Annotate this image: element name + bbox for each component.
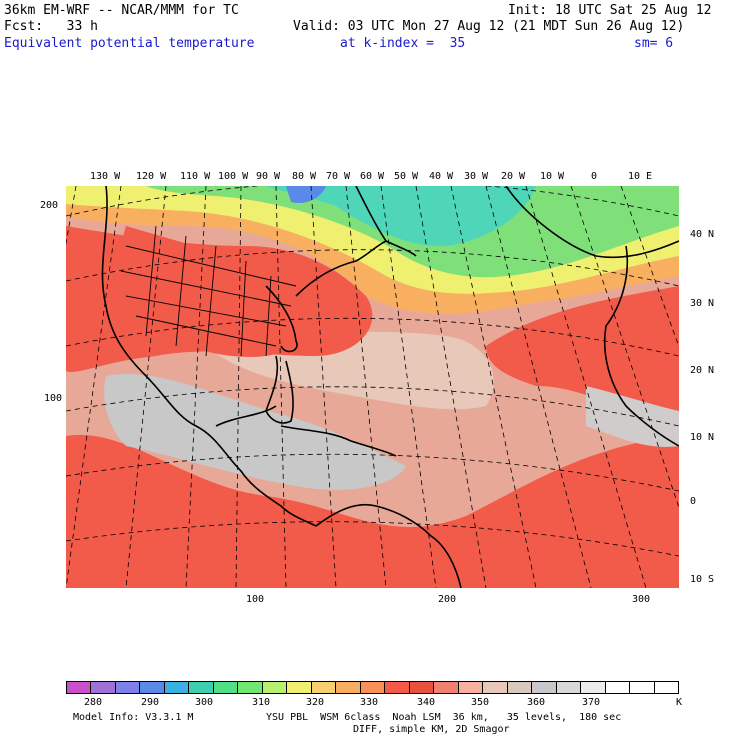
legend-label: 280: [84, 697, 103, 708]
state-lines: [120, 225, 297, 357]
legend-label: 310: [252, 697, 271, 708]
lon-label: 30 W: [464, 171, 489, 182]
y-tick-label: 200: [40, 200, 59, 211]
legend-swatch: [287, 682, 312, 693]
lat-label: 0: [690, 496, 697, 507]
lat-label: 40 N: [690, 229, 715, 240]
smoothing-info: sm= 6: [634, 36, 674, 51]
lat-label: 20 N: [690, 365, 715, 376]
field-hot-south: [66, 434, 679, 588]
lon-label: 0: [591, 171, 598, 182]
legend-unit: K: [676, 697, 683, 708]
field-blue-spot: [286, 186, 326, 204]
legend-swatch: [262, 682, 288, 693]
legend-label: 350: [471, 697, 490, 708]
legend-swatch: [140, 682, 165, 693]
field-grey-tropics: [104, 374, 407, 490]
legend-label: 290: [141, 697, 160, 708]
legend-swatch: [581, 682, 606, 693]
legend-swatch: [91, 682, 116, 693]
init-time: Init: 18 UTC Sat 25 Aug 12: [508, 3, 712, 18]
legend-swatch: [434, 682, 459, 693]
lon-label: 10 W: [540, 171, 565, 182]
lon-label: 80 W: [292, 171, 317, 182]
lon-label: 20 W: [501, 171, 526, 182]
legend-label: 370: [582, 697, 601, 708]
model-info: Model Info: V3.3.1 M: [73, 712, 194, 723]
legend-swatch: [483, 682, 508, 693]
lon-label: 130 W: [90, 171, 121, 182]
legend-swatch: [556, 682, 582, 693]
legend-swatch: [630, 682, 655, 693]
legend-label: 320: [306, 697, 325, 708]
legend-swatch: [189, 682, 214, 693]
x-tick-label: 100: [246, 594, 265, 605]
legend-colorbar: [66, 681, 679, 694]
lat-label: 10 S: [690, 574, 715, 585]
field-teal-band: [266, 186, 536, 247]
theta-e-map: [66, 186, 679, 588]
forecast-hour: Fcst: 33 h: [4, 19, 98, 34]
lon-label: 50 W: [394, 171, 419, 182]
lon-label: 120 W: [136, 171, 167, 182]
legend-label: 330: [360, 697, 379, 708]
legend-swatch: [409, 682, 435, 693]
coastlines: [101, 186, 679, 588]
legend-swatch: [164, 682, 190, 693]
valid-time: Valid: 03 UTC Mon 27 Aug 12 (21 MDT Sun …: [293, 19, 685, 34]
model-title: 36km EM-WRF -- NCAR/MMM for TC: [4, 3, 239, 18]
legend-swatch: [311, 682, 337, 693]
lon-label: 70 W: [326, 171, 351, 182]
legend-swatch: [67, 682, 92, 693]
lon-label: 90 W: [256, 171, 281, 182]
lon-label: 40 W: [429, 171, 454, 182]
lon-label: 10 E: [628, 171, 653, 182]
lon-label: 60 W: [360, 171, 385, 182]
legend-label: 360: [527, 697, 546, 708]
legend-swatch: [115, 682, 141, 693]
field-name: Equivalent potential temperature: [4, 36, 255, 51]
legend-swatch: [605, 682, 631, 693]
level-info: at k-index = 35: [340, 36, 466, 51]
legend-label: 300: [195, 697, 214, 708]
lon-label: 110 W: [180, 171, 211, 182]
legend-swatch: [654, 682, 679, 693]
legend-swatch: [360, 682, 386, 693]
x-tick-label: 200: [438, 594, 457, 605]
map-panel: [66, 186, 679, 588]
legend-swatch: [507, 682, 533, 693]
physics-info: YSU PBL WSM 6class Noah LSM 36 km, 35 le…: [266, 712, 622, 723]
lat-label: 10 N: [690, 432, 715, 443]
field-hot-east: [486, 286, 679, 426]
legend-label: 340: [417, 697, 436, 708]
legend-swatch: [336, 682, 361, 693]
lon-label: 100 W: [218, 171, 249, 182]
legend-swatch: [458, 682, 484, 693]
legend-swatch: [213, 682, 239, 693]
x-tick-label: 300: [632, 594, 651, 605]
lat-label: 30 N: [690, 298, 715, 309]
diffusion-info: DIFF, simple KM, 2D Smagor: [353, 724, 510, 735]
legend-swatch: [385, 682, 410, 693]
y-tick-label: 100: [44, 393, 63, 404]
legend-swatch: [532, 682, 557, 693]
legend-swatch: [238, 682, 263, 693]
